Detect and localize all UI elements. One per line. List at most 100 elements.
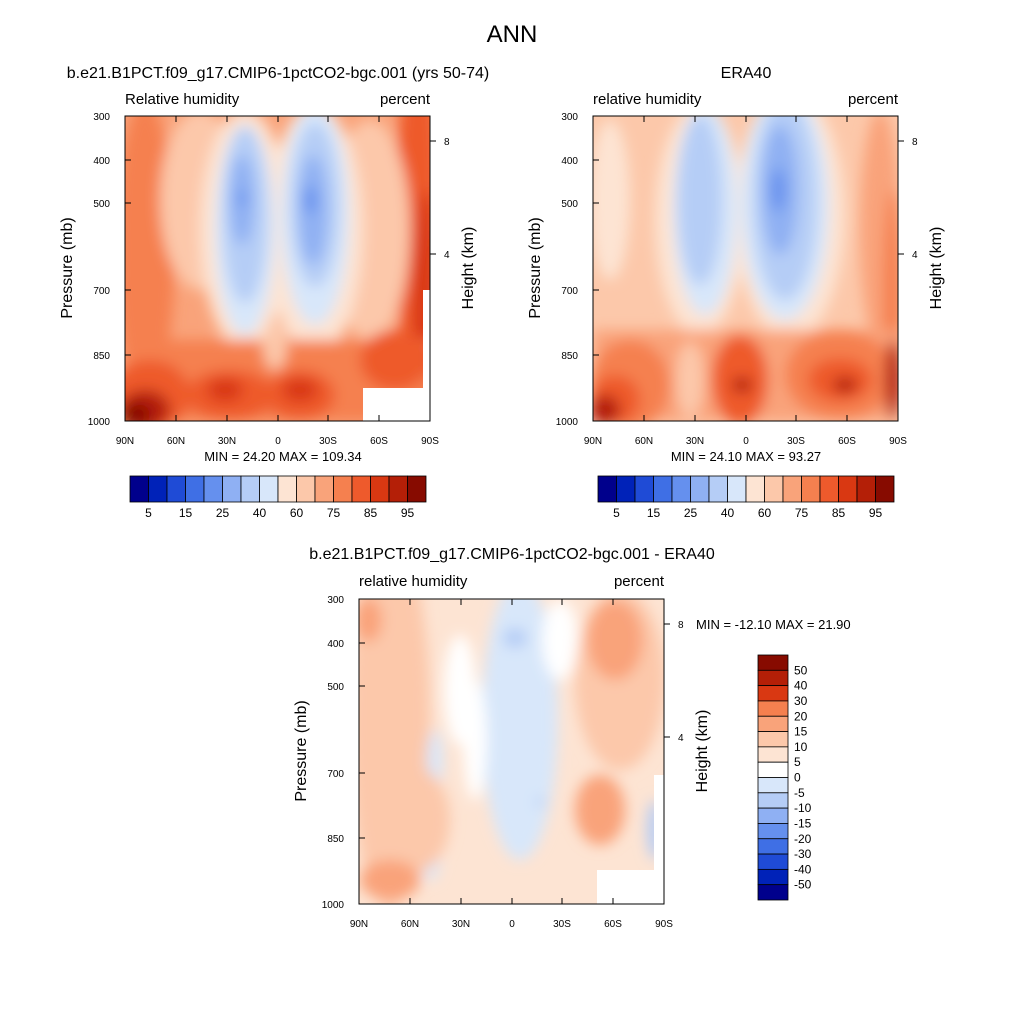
colorbar-label: 15	[179, 506, 193, 520]
colorbar-label: -50	[794, 878, 812, 892]
panel-model-ylabel-right: Height (km)	[460, 227, 477, 310]
y-tick-label: 500	[561, 199, 578, 210]
colorbar-swatch	[757, 777, 789, 794]
colorbar-swatch	[757, 685, 789, 702]
colorbar-swatch	[757, 807, 789, 824]
x-tick-label: 30N	[452, 919, 470, 930]
x-tick-label: 90S	[889, 436, 907, 447]
x-tick-label: 60S	[838, 436, 856, 447]
colorbar-swatch	[277, 475, 297, 503]
panel-diff-ylabel: Pressure (mb)	[293, 700, 310, 801]
panel-model: b.e21.B1PCT.f09_g17.CMIP6-1pctCO2-bgc.00…	[59, 65, 489, 520]
panel-model-y-axis: 300 400 500 700 850 1000	[88, 112, 111, 428]
colorbar-swatch	[148, 475, 168, 503]
colorbar-label: 15	[647, 506, 661, 520]
x-tick-label: 60N	[635, 436, 653, 447]
x-tick-label: 90S	[655, 919, 673, 930]
x-tick-label: 0	[275, 436, 281, 447]
panel-model-x-axis: 90N 60N 30N 0 30S 60S 90S	[116, 436, 439, 447]
y-tick-label: 400	[93, 156, 110, 167]
panel-diff-right-label: percent	[614, 573, 665, 590]
height-tick-label: 8	[678, 620, 684, 631]
colorbar-label: -30	[794, 847, 812, 861]
colorbar-swatch	[757, 746, 789, 763]
colorbar-label: 60	[758, 506, 772, 520]
colorbar-label: 85	[364, 506, 378, 520]
x-tick-label: 30S	[787, 436, 805, 447]
x-tick-label: 30S	[319, 436, 337, 447]
y-tick-label: 300	[561, 112, 578, 123]
panel-diff-y-axis: 300 400 500 700 850 1000	[322, 595, 345, 911]
panel-obs-colorbar: 5 15 25 40 60 75 85 95	[597, 475, 895, 520]
colorbar-label: 20	[794, 709, 808, 723]
colorbar-swatch	[690, 475, 710, 503]
colorbar-label: 40	[794, 679, 808, 693]
height-tick-label: 4	[678, 733, 684, 744]
colorbar-swatch	[222, 475, 242, 503]
colorbar-swatch	[407, 475, 427, 503]
x-tick-label: 60S	[370, 436, 388, 447]
y-tick-label: 1000	[88, 417, 111, 428]
panel-diff-title: b.e21.B1PCT.f09_g17.CMIP6-1pctCO2-bgc.00…	[309, 546, 715, 563]
colorbar-label: 5	[794, 755, 801, 769]
y-tick-label: 700	[327, 769, 344, 780]
y-tick-label: 850	[93, 351, 110, 362]
panel-model-right-axis: 8 4	[444, 137, 450, 261]
height-tick-label: 4	[912, 250, 918, 261]
panel-obs-ylabel: Pressure (mb)	[527, 217, 544, 318]
y-tick-label: 700	[93, 286, 110, 297]
colorbar-label: 15	[794, 725, 808, 739]
colorbar-label: 5	[613, 506, 620, 520]
x-tick-label: 60S	[604, 919, 622, 930]
colorbar-label: 25	[684, 506, 698, 520]
colorbar-swatch	[757, 884, 789, 901]
y-tick-label: 300	[93, 112, 110, 123]
colorbar-label: -20	[794, 832, 812, 846]
colorbar-label: 0	[794, 771, 801, 785]
y-tick-label: 400	[327, 639, 344, 650]
colorbar-swatch	[616, 475, 636, 503]
colorbar-swatch	[757, 761, 789, 778]
y-tick-label: 400	[561, 156, 578, 167]
colorbar-swatch	[333, 475, 353, 503]
figure-title: ANN	[487, 21, 538, 48]
y-tick-label: 500	[327, 682, 344, 693]
panel-obs: ERA40 relative humidity percent	[527, 65, 945, 520]
panel-diff-right-axis: 8 4	[678, 620, 684, 744]
panel-model-stats: MIN = 24.20 MAX = 109.34	[204, 449, 362, 464]
panel-model-title: b.e21.B1PCT.f09_g17.CMIP6-1pctCO2-bgc.00…	[67, 65, 489, 82]
y-tick-label: 850	[327, 834, 344, 845]
colorbar-label: 95	[869, 506, 883, 520]
x-tick-label: 0	[509, 919, 515, 930]
y-tick-label: 700	[561, 286, 578, 297]
panel-diff-field	[359, 599, 664, 904]
panel-model-right-label: percent	[380, 91, 431, 108]
height-tick-label: 8	[444, 137, 450, 148]
panel-obs-x-axis: 90N 60N 30N 0 30S 60S 90S	[584, 436, 907, 447]
colorbar-swatch	[757, 853, 789, 870]
y-tick-label: 1000	[556, 417, 579, 428]
panel-obs-stats: MIN = 24.10 MAX = 93.27	[671, 449, 821, 464]
panel-model-field	[125, 116, 430, 421]
colorbar-label: 10	[794, 740, 808, 754]
colorbar-label: 40	[253, 506, 267, 520]
colorbar-swatch	[757, 868, 789, 886]
colorbar-swatch	[259, 475, 279, 503]
x-tick-label: 90N	[350, 919, 368, 930]
panel-diff: b.e21.B1PCT.f09_g17.CMIP6-1pctCO2-bgc.00…	[293, 546, 851, 930]
panel-diff-ylabel-right: Height (km)	[694, 710, 711, 793]
colorbar-swatch	[388, 475, 408, 503]
colorbar-swatch	[757, 669, 789, 687]
panel-model-colorbar: 5 15 25 40 60 75 85 95	[129, 475, 427, 520]
x-tick-label: 0	[743, 436, 749, 447]
y-tick-label: 500	[93, 199, 110, 210]
height-tick-label: 4	[444, 250, 450, 261]
colorbar-swatch	[351, 475, 371, 503]
colorbar-label: -5	[794, 786, 805, 800]
colorbar-swatch	[634, 475, 654, 503]
x-tick-label: 60N	[401, 919, 419, 930]
y-tick-label: 300	[327, 595, 344, 606]
colorbar-label: 95	[401, 506, 415, 520]
